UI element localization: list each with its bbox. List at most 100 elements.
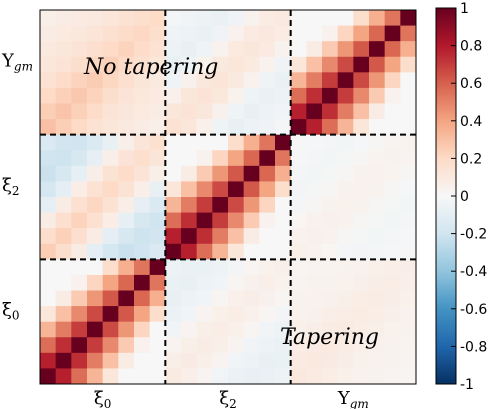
heatmap-cell: [228, 337, 245, 354]
heatmap-cell: [384, 212, 401, 229]
heatmap-cell: [40, 119, 57, 136]
heatmap-cell: [71, 25, 88, 42]
heatmap-cell: [165, 25, 182, 42]
colorbar-tick-label: 0.8: [460, 39, 482, 55]
heatmap-cell: [275, 119, 292, 136]
heatmap-cell: [290, 119, 307, 136]
heatmap-cell: [87, 197, 104, 213]
heatmap-cell: [337, 150, 354, 167]
heatmap-cell: [212, 10, 229, 26]
heatmap-cell: [400, 321, 417, 338]
heatmap-cell: [196, 41, 213, 58]
y-tick-label: ξ0: [2, 300, 20, 323]
heatmap-cell: [290, 103, 307, 120]
heatmap-cell: [306, 212, 323, 229]
heatmap-cell: [369, 321, 386, 338]
heatmap-cell: [384, 274, 401, 291]
heatmap-cell: [337, 368, 354, 385]
heatmap-cell: [228, 259, 245, 276]
heatmap-cell: [306, 337, 323, 354]
heatmap-cell: [259, 181, 276, 198]
heatmap-cell: [228, 368, 245, 385]
heatmap-cell: [71, 212, 88, 229]
heatmap-cell: [87, 25, 104, 42]
heatmap-cell: [165, 119, 182, 136]
heatmap-cell: [353, 337, 370, 354]
heatmap-cell: [134, 352, 151, 369]
heatmap-cell: [384, 181, 401, 198]
heatmap-cell: [400, 243, 417, 260]
heatmap-cell: [71, 150, 88, 167]
heatmap-cell: [181, 56, 198, 73]
heatmap-cell: [400, 10, 417, 26]
heatmap-cell: [118, 321, 135, 338]
heatmap-cell: [212, 368, 229, 385]
heatmap-cell: [212, 165, 229, 182]
heatmap-cell: [400, 25, 417, 42]
heatmap-cell: [196, 306, 213, 323]
heatmap-cell: [40, 197, 57, 213]
heatmap-cell: [384, 25, 401, 42]
heatmap-cell: [337, 352, 354, 369]
heatmap-cell: [134, 72, 151, 89]
heatmap-cell: [165, 259, 182, 276]
heatmap-cell: [149, 56, 166, 73]
heatmap-cell: [165, 228, 182, 245]
heatmap-cell: [181, 10, 198, 26]
heatmap-cell: [71, 259, 88, 276]
heatmap-cell: [243, 274, 260, 291]
heatmap-cell: [212, 119, 229, 136]
heatmap-cell: [40, 41, 57, 58]
heatmap-cell: [259, 321, 276, 338]
heatmap-cell: [55, 197, 72, 213]
heatmap-cell: [228, 165, 245, 182]
heatmap-cell: [118, 150, 135, 167]
x-tick-label: ξ2: [219, 388, 237, 409]
heatmap-cell: [275, 56, 292, 73]
heatmap-cell: [275, 197, 292, 213]
heatmap-cell: [40, 165, 57, 182]
correlation-heatmap: [40, 10, 417, 385]
heatmap-cell: [40, 290, 57, 307]
heatmap-cell: [118, 274, 135, 291]
heatmap-cell: [275, 274, 292, 291]
heatmap-cell: [196, 212, 213, 229]
heatmap-cell: [118, 306, 135, 323]
heatmap-cell: [353, 150, 370, 167]
heatmap-cell: [165, 306, 182, 323]
heatmap-cell: [275, 103, 292, 120]
heatmap-cell: [306, 368, 323, 385]
heatmap-cell: [181, 134, 198, 151]
heatmap-cell: [400, 165, 417, 182]
colorbar: -1 -0.8 -0.6 -0.4 -0.2 0 0.2 0.4 0.6 0.8 1: [435, 1, 487, 393]
heatmap-cell: [243, 56, 260, 73]
heatmap-cell: [212, 228, 229, 245]
heatmap-cell: [87, 290, 104, 307]
heatmap-cell: [181, 243, 198, 260]
heatmap-cell: [87, 228, 104, 245]
heatmap-cell: [212, 243, 229, 260]
heatmap-cell: [55, 259, 72, 276]
heatmap-cell: [290, 197, 307, 213]
heatmap-cell: [243, 119, 260, 136]
heatmap-cell: [134, 212, 151, 229]
heatmap-cell: [322, 134, 339, 151]
heatmap-cell: [134, 321, 151, 338]
heatmap-cell: [337, 87, 354, 104]
heatmap-cell: [87, 10, 104, 26]
heatmap-cell: [275, 259, 292, 276]
y-tick-label: Υgm: [1, 50, 33, 73]
heatmap-cell: [149, 87, 166, 104]
heatmap-cell: [118, 259, 135, 276]
heatmap-cell: [212, 274, 229, 291]
heatmap-cell: [181, 259, 198, 276]
heatmap-cell: [259, 56, 276, 73]
heatmap-cell: [102, 352, 119, 369]
heatmap-cell: [353, 243, 370, 260]
heatmap-cell: [353, 10, 370, 26]
heatmap-cell: [353, 41, 370, 58]
heatmap-cell: [228, 87, 245, 104]
annotation-no-tapering: No tapering: [83, 55, 218, 80]
heatmap-cell: [40, 72, 57, 89]
